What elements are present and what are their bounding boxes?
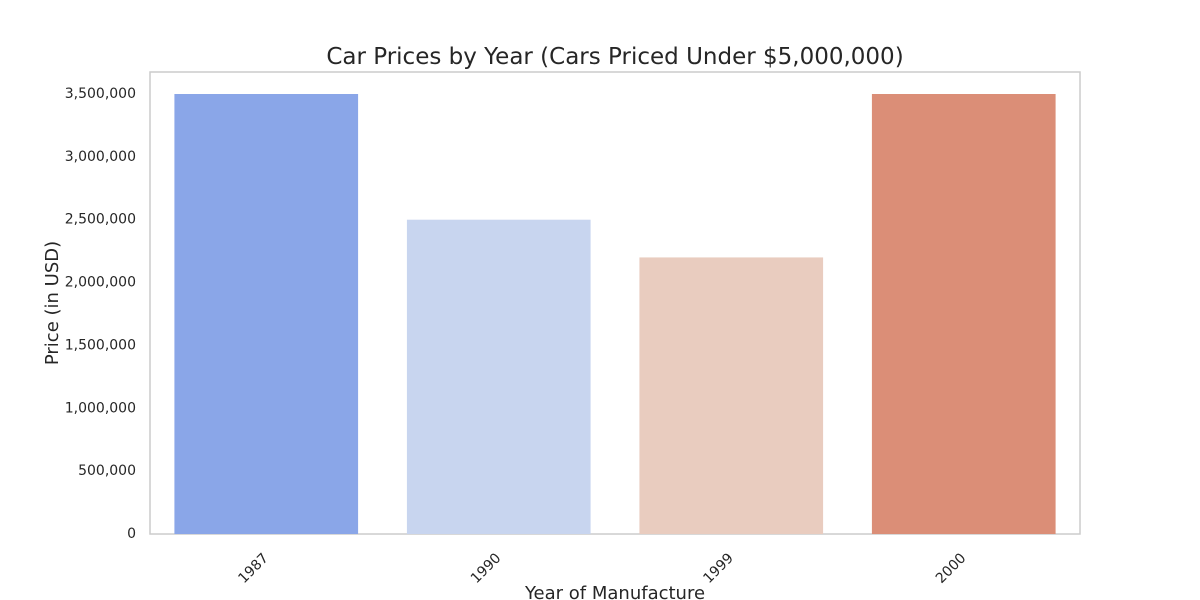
x-tick-label: 1990 xyxy=(468,550,505,587)
plot-area: 0 500,000 1,000,000 1,500,000 2,000,000 2,500… xyxy=(65,71,1081,587)
y-tick-labels: 0 500,000 1,000,000 1,500,000 2,000,000 2,500… xyxy=(65,86,136,542)
y-tick-label: 3,500,000 xyxy=(65,86,136,102)
chart-title: Car Prices by Year (Cars Priced Under $5… xyxy=(326,44,903,70)
bar-2000 xyxy=(871,94,1056,534)
x-tick-labels: 1987 1990 1999 2000 xyxy=(235,550,969,587)
bar-1990 xyxy=(406,219,591,534)
bars-group xyxy=(174,94,1056,534)
y-tick-label: 1,000,000 xyxy=(65,400,136,416)
x-tick-label: 1987 xyxy=(235,550,272,587)
bar-1987 xyxy=(174,94,359,534)
x-tick-label: 2000 xyxy=(933,550,970,587)
y-tick-label: 2,000,000 xyxy=(65,275,136,291)
x-tick-label: 1999 xyxy=(700,550,737,587)
bar-1999 xyxy=(639,257,824,534)
y-tick-label: 500,000 xyxy=(78,463,136,479)
y-axis-label: Price (in USD) xyxy=(42,241,63,365)
y-tick-label: 2,500,000 xyxy=(65,212,136,228)
y-tick-label: 0 xyxy=(127,526,136,542)
plot-frame xyxy=(149,71,1081,535)
y-tick-label: 1,500,000 xyxy=(65,337,136,353)
x-axis-label: Year of Manufacture xyxy=(524,583,705,600)
y-tick-label: 3,000,000 xyxy=(65,149,136,165)
